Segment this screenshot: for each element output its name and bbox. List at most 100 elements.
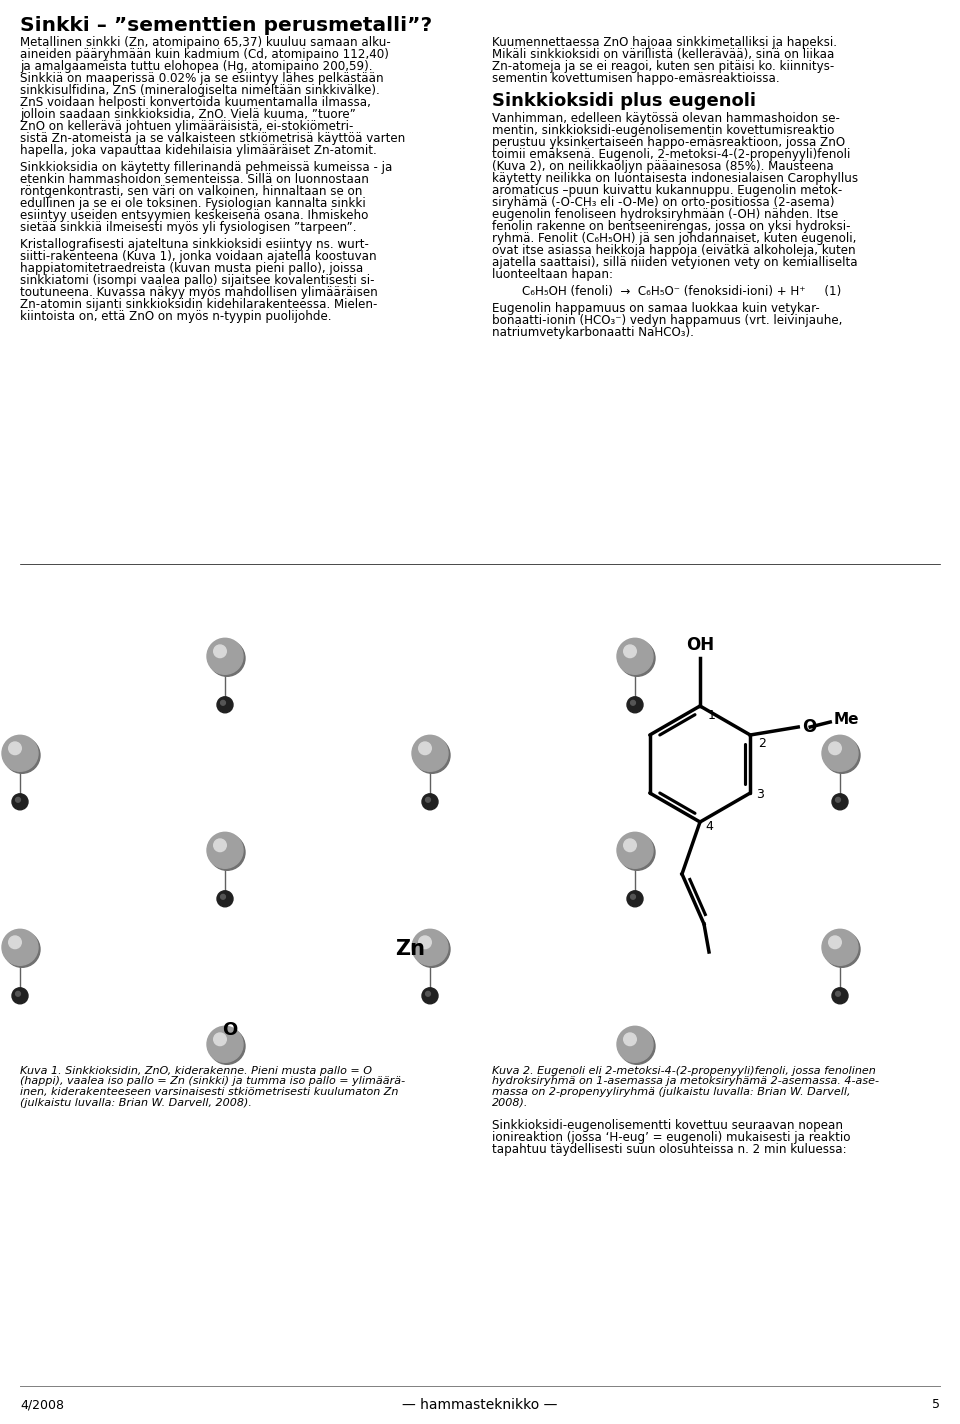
Text: ajatella saattaisi), sillä niiden vetyionen vety on kemialliselta: ajatella saattaisi), sillä niiden vetyio… xyxy=(492,256,857,269)
Circle shape xyxy=(214,1032,227,1045)
Text: perustuu yksinkertaiseen happo-emäsreaktioon, jossa ZnO: perustuu yksinkertaiseen happo-emäsreakt… xyxy=(492,137,845,150)
Circle shape xyxy=(15,991,20,997)
Text: 4: 4 xyxy=(705,820,713,833)
Text: hapella, joka vapauttaa kidehilaisia ylimääräiset Zn-atomit.: hapella, joka vapauttaa kidehilaisia yli… xyxy=(20,144,376,157)
Circle shape xyxy=(624,839,636,852)
Circle shape xyxy=(828,936,841,948)
Text: — hammasteknikko —: — hammasteknikko — xyxy=(402,1398,558,1413)
Text: Kuva 2. Eugenoli eli 2-metoksi-4-(2-propenyyli)fenoli, jossa fenolinen: Kuva 2. Eugenoli eli 2-metoksi-4-(2-prop… xyxy=(492,1067,876,1077)
Circle shape xyxy=(217,891,233,907)
Circle shape xyxy=(412,735,448,772)
Text: sistä Zn-atomeista ja se valkaisteen stkiömetrisä käyttöä varten: sistä Zn-atomeista ja se valkaisteen stk… xyxy=(20,132,405,145)
Text: Sinkkioksidia on käytetty fillerinandä pehmeissä kumeissa - ja: Sinkkioksidia on käytetty fillerinandä p… xyxy=(20,161,393,174)
Text: 2008).: 2008). xyxy=(492,1098,528,1108)
Circle shape xyxy=(822,930,858,965)
Text: ZnO on kellerävä johtuen ylimääräisistä, ei-stokiömetri-: ZnO on kellerävä johtuen ylimääräisistä,… xyxy=(20,120,353,132)
Circle shape xyxy=(631,701,636,705)
Text: sietää sinkkiä ilmeisesti myös yli fysiologisen ”tarpeen”.: sietää sinkkiä ilmeisesti myös yli fysio… xyxy=(20,221,356,234)
Text: 4/2008: 4/2008 xyxy=(20,1398,64,1411)
Text: bonaatti-ionin (HCO₃⁻) vedyn happamuus (vrt. leivinjauhe,: bonaatti-ionin (HCO₃⁻) vedyn happamuus (… xyxy=(492,315,842,328)
Circle shape xyxy=(631,894,636,899)
Text: ja amalgaameista tuttu elohopea (Hg, atomipaino 200,59).: ja amalgaameista tuttu elohopea (Hg, ato… xyxy=(20,60,372,73)
Circle shape xyxy=(214,645,227,658)
Text: Eugenolin happamuus on samaa luokkaa kuin vetykar-: Eugenolin happamuus on samaa luokkaa kui… xyxy=(492,302,820,315)
Circle shape xyxy=(422,988,438,1004)
Text: hydroksiryhmä on 1-asemassa ja metoksiryhämä 2-asemassa. 4-ase-: hydroksiryhmä on 1-asemassa ja metoksiry… xyxy=(492,1077,879,1087)
Circle shape xyxy=(214,839,227,852)
Text: ionireaktion (jossa ‘H-eug’ = eugenoli) mukaisesti ja reaktio: ionireaktion (jossa ‘H-eug’ = eugenoli) … xyxy=(492,1131,851,1143)
Text: etenkin hammashoidon sementeissa. Sillä on luonnostaan: etenkin hammashoidon sementeissa. Sillä … xyxy=(20,172,369,187)
Circle shape xyxy=(617,832,653,869)
Text: massa on 2-propenyyliryhmä (julkaistu luvalla: Brian W. Darvell,: massa on 2-propenyyliryhmä (julkaistu lu… xyxy=(492,1087,851,1096)
Text: inen, kiderakenteeseen varsinaisesti stkiömetrisesti kuulumaton Zn: inen, kiderakenteeseen varsinaisesti stk… xyxy=(20,1087,398,1096)
Text: esiintyy useiden entsyymien keskeisenä osana. Ihmiskeho: esiintyy useiden entsyymien keskeisenä o… xyxy=(20,209,369,222)
Circle shape xyxy=(425,991,430,997)
Circle shape xyxy=(619,834,655,870)
Text: sementin kovettumisen happo-emäsreaktioissa.: sementin kovettumisen happo-emäsreaktioi… xyxy=(492,73,780,85)
Circle shape xyxy=(627,696,643,713)
Text: C₆H₅OH (fenoli)  →  C₆H₅O⁻ (fenoksidi-ioni) + H⁺     (1): C₆H₅OH (fenoli) → C₆H₅O⁻ (fenoksidi-ioni… xyxy=(522,285,841,298)
Circle shape xyxy=(617,638,653,675)
Circle shape xyxy=(217,696,233,713)
Circle shape xyxy=(419,936,431,948)
Circle shape xyxy=(9,936,21,948)
Circle shape xyxy=(207,832,243,869)
Text: Zn-atomeja ja se ei reagoi, kuten sen pitäisi ko. kiinnitys-: Zn-atomeja ja se ei reagoi, kuten sen pi… xyxy=(492,60,834,73)
Text: Mikäli sinkkioksidi on värillistä (kellerävää), sinä on liikaa: Mikäli sinkkioksidi on värillistä (kelle… xyxy=(492,48,834,61)
Circle shape xyxy=(822,735,858,772)
Circle shape xyxy=(414,738,450,773)
Circle shape xyxy=(425,797,430,802)
Text: 2: 2 xyxy=(758,738,766,750)
Text: happiatomitetraedreista (kuvan musta pieni pallo), joissa: happiatomitetraedreista (kuvan musta pie… xyxy=(20,262,363,275)
Circle shape xyxy=(835,797,840,802)
Text: (happi), vaalea iso pallo = Zn (sinkki) ja tumma iso pallo = ylimäärä-: (happi), vaalea iso pallo = Zn (sinkki) … xyxy=(20,1077,405,1087)
Circle shape xyxy=(12,793,28,810)
Text: sinkkiatomi (isompi vaalea pallo) sijaitsee kovalentisesti si-: sinkkiatomi (isompi vaalea pallo) sijait… xyxy=(20,273,374,288)
Text: röntgenkontrasti, sen väri on valkoinen, hinnaltaan se on: röntgenkontrasti, sen väri on valkoinen,… xyxy=(20,185,362,198)
Text: siitti-rakenteena (Kuva 1), jonka voidaan ajatella koostuvan: siitti-rakenteena (Kuva 1), jonka voidaa… xyxy=(20,251,376,263)
Text: aromaticus –puun kuivattu kukannuppu. Eugenolin metok-: aromaticus –puun kuivattu kukannuppu. Eu… xyxy=(492,184,842,197)
Text: O: O xyxy=(223,1021,238,1040)
Text: (julkaistu luvalla: Brian W. Darvell, 2008).: (julkaistu luvalla: Brian W. Darvell, 20… xyxy=(20,1098,252,1108)
Circle shape xyxy=(221,894,226,899)
Circle shape xyxy=(828,742,841,755)
Text: mentin, sinkkioksidi-eugenolisementin kovettumisreaktio: mentin, sinkkioksidi-eugenolisementin ko… xyxy=(492,124,834,137)
Circle shape xyxy=(619,641,655,676)
Circle shape xyxy=(617,1027,653,1062)
Text: Kuumennettaessa ZnO hajoaa sinkkimetalliksi ja hapeksi.: Kuumennettaessa ZnO hajoaa sinkkimetalli… xyxy=(492,36,837,48)
Text: ryhmä. Fenolit (C₆H₅OH) jä sen johdannaiset, kuten eugenoli,: ryhmä. Fenolit (C₆H₅OH) jä sen johdannai… xyxy=(492,232,856,245)
Circle shape xyxy=(835,991,840,997)
Circle shape xyxy=(619,1028,655,1064)
Text: eugenolin fenoliseen hydroksiryhmään (-OH) nähden. Itse: eugenolin fenoliseen hydroksiryhmään (-O… xyxy=(492,208,838,221)
Text: Me: Me xyxy=(833,712,859,726)
Circle shape xyxy=(221,701,226,705)
Text: Vanhimman, edelleen käytössä olevan hammashoidon se-: Vanhimman, edelleen käytössä olevan hamm… xyxy=(492,112,840,125)
Circle shape xyxy=(422,793,438,810)
Text: jolloin saadaan sinkkioksidia, ZnO. Vielä kuuma, ”tuore”: jolloin saadaan sinkkioksidia, ZnO. Viel… xyxy=(20,108,356,121)
Text: Sinkkioksidi plus eugenoli: Sinkkioksidi plus eugenoli xyxy=(492,93,756,110)
Circle shape xyxy=(419,742,431,755)
Circle shape xyxy=(824,738,860,773)
Text: 1: 1 xyxy=(708,709,716,722)
Text: 5: 5 xyxy=(932,1398,940,1411)
Text: fenolin rakenne on bentseenirengas, jossa on yksi hydroksi-: fenolin rakenne on bentseenirengas, joss… xyxy=(492,219,851,234)
Circle shape xyxy=(2,735,38,772)
Text: natriumvetykarbonaatti NaHCO₃).: natriumvetykarbonaatti NaHCO₃). xyxy=(492,326,694,339)
Circle shape xyxy=(15,797,20,802)
Text: OH: OH xyxy=(686,637,714,654)
Text: edullinen ja se ei ole toksinen. Fysiologian kannalta sinkki: edullinen ja se ei ole toksinen. Fysiolo… xyxy=(20,197,366,209)
Text: Zn: Zn xyxy=(395,938,425,958)
Text: Sinkkioksidi-eugenolisementti kovettuu seuraavan nopean: Sinkkioksidi-eugenolisementti kovettuu s… xyxy=(492,1119,843,1132)
Text: luonteeltaan hapan:: luonteeltaan hapan: xyxy=(492,268,613,281)
Circle shape xyxy=(209,641,245,676)
Circle shape xyxy=(832,793,848,810)
Text: Metallinen sinkki (Zn, atomipaino 65,37) kuuluu samaan alku-: Metallinen sinkki (Zn, atomipaino 65,37)… xyxy=(20,36,391,48)
Circle shape xyxy=(412,930,448,965)
Text: siryhämä (-O-CH₃ eli -O-Me) on orto-positiossa (2-asema): siryhämä (-O-CH₃ eli -O-Me) on orto-posi… xyxy=(492,197,834,209)
Circle shape xyxy=(4,738,40,773)
Text: kiintoista on, että ZnO on myös n-tyypin puolijohde.: kiintoista on, että ZnO on myös n-tyypin… xyxy=(20,310,331,323)
Text: Zn-atomin sijanti sinkkioksidin kidehilarakenteessa. Mielen-: Zn-atomin sijanti sinkkioksidin kidehila… xyxy=(20,298,377,310)
Text: toimii emäksenä. Eugenoli, 2-metoksi-4-(2-propenyyli)fenoli: toimii emäksenä. Eugenoli, 2-metoksi-4-(… xyxy=(492,148,851,161)
Circle shape xyxy=(624,1032,636,1045)
Circle shape xyxy=(624,645,636,658)
